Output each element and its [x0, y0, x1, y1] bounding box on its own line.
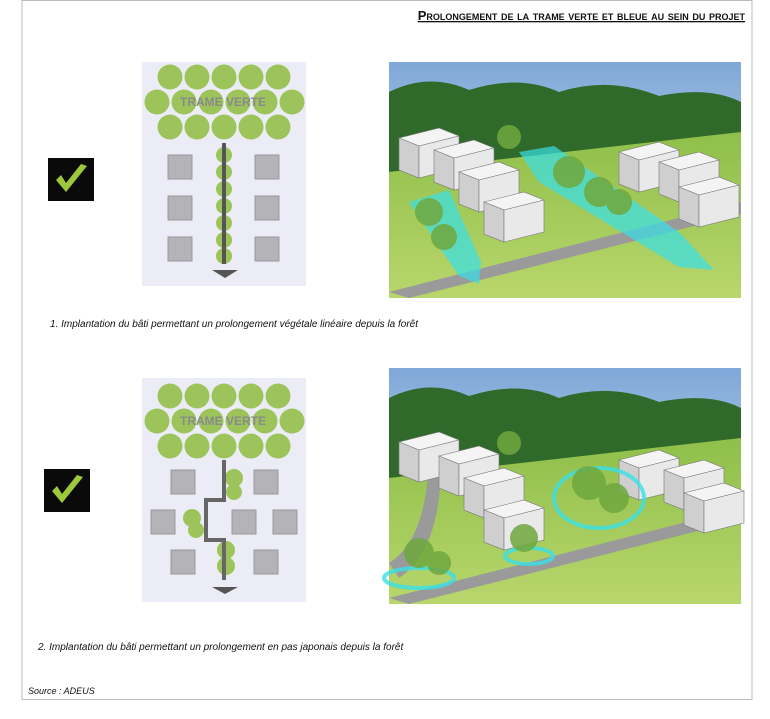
scheme-label: TRAME VERTE	[180, 95, 266, 109]
page: Prolongement de la trame verte et bleue …	[0, 0, 770, 714]
title: Prolongement de la trame verte et bleue …	[418, 8, 746, 23]
panel: TRAME VERTE 2. Implantation du bâti perm…	[37, 368, 744, 653]
caption: 2. Implantation du bâti permettant un pr…	[37, 642, 404, 653]
check-icon	[48, 158, 94, 201]
rendering	[389, 62, 741, 298]
check-icon	[44, 469, 90, 512]
source: Source : ADEUS	[28, 686, 95, 696]
caption: 1. Implantation du bâti permettant un pr…	[50, 319, 419, 330]
rendering	[384, 368, 744, 604]
document: Prolongement de la trame verte et bleue …	[0, 0, 770, 714]
scheme-label: TRAME VERTE	[180, 414, 266, 428]
panel: TRAME VERTE 1. Implantation du bâti perm…	[48, 62, 741, 330]
